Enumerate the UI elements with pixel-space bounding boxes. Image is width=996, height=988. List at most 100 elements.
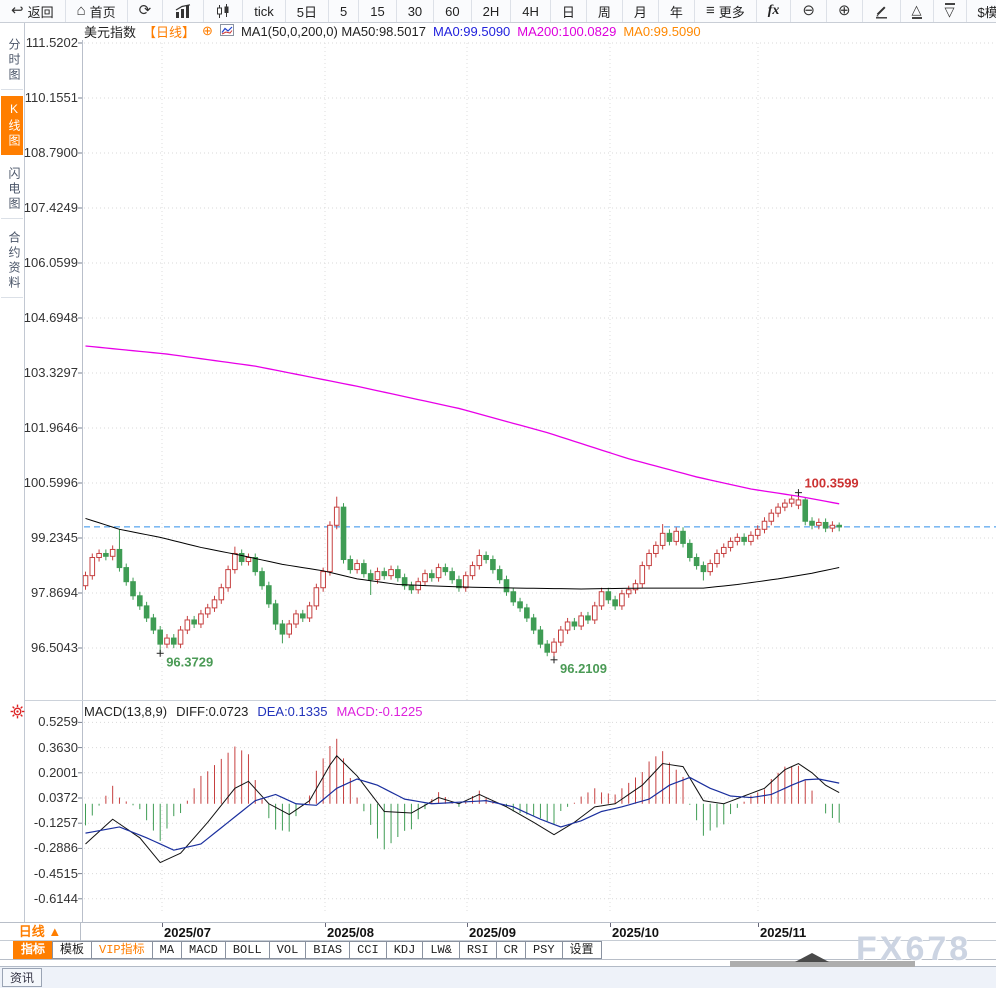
macd-histogram-layer [85,738,840,850]
y-axis-label-macd: 0.2001 [38,764,78,780]
x-axis-label: 2025/08 [327,925,374,940]
x-axis-label: 2025/10 [612,925,659,940]
period-5-button[interactable]: 5 [329,0,360,22]
button-label: 周 [597,4,611,20]
diff-value: DIFF:0.0723 [176,704,249,719]
macd-title: MACD(13,8,9) [84,704,168,719]
y-axis-label-macd: 0.5259 [38,714,78,730]
candlestick-button[interactable] [204,0,244,22]
ma50-line [85,517,840,590]
more-button[interactable]: ≡ 更多 [695,0,757,22]
back-button[interactable]: ↩ 返回 [0,0,66,22]
period-60-button[interactable]: 60 [434,0,472,22]
ma200-line [85,345,840,505]
lwr-tab[interactable]: LW& [422,941,460,959]
button-label: tick [254,3,274,19]
dea-value: DEA:0.1335 [257,704,328,719]
dea-line [85,776,840,851]
ma-tab[interactable]: MA [151,941,183,959]
draw-button[interactable] [863,0,901,22]
x-axis-label: 2025/11 [760,925,807,940]
zoom-out-button[interactable]: ⊖ [791,0,827,22]
panel-collapse-handle[interactable] [795,953,829,962]
period-week-button[interactable]: 周 [587,0,623,22]
y-axis-label-main: 104.6948 [23,310,78,325]
bar-chart-button[interactable] [163,0,205,22]
macd-value: MACD:-0.1225 [336,704,423,719]
triangle-up-small-icon: ▲ [48,924,62,939]
tab-kline-chart[interactable]: K线图 [1,96,23,155]
vol-tab[interactable]: VOL [268,941,307,959]
grid-layer [78,42,994,914]
button-label: 5 [339,3,348,19]
bias-tab[interactable]: BIAS [305,941,351,959]
triangle-down-icon: ▽ [944,3,955,19]
pencil-icon [874,4,889,19]
period-selector[interactable]: 日线 ▲ [0,923,81,941]
chart-type-sidebar: 分时图 K线图闪电图合约资料 [0,22,25,922]
period-year-button[interactable]: 年 [659,0,695,22]
home-icon: ⌂ [76,2,86,19]
period-day-button[interactable]: 日 [551,0,587,22]
tab-flash-chart[interactable]: 闪电图 [1,161,23,219]
zoom-in-button[interactable]: ⊕ [827,0,863,22]
h-scrollbar[interactable] [730,961,915,967]
cci-tab[interactable]: CCI [349,941,387,959]
rsi-tab[interactable]: RSI [458,941,497,959]
x-axis-tick [162,923,163,927]
refresh-button[interactable]: ⟳ [128,0,164,22]
y-axis-label-main: 111.5202 [25,35,78,50]
period-4h-button[interactable]: 4H [511,0,551,22]
diff-line [85,755,840,864]
button-label: 2H [482,3,500,19]
symbol-name: 美元指数 [84,24,137,40]
settings-tab[interactable]: 设置 [561,941,602,959]
period-15-button[interactable]: 15 [359,0,397,22]
y-axis-label-main: 101.9646 [23,420,78,435]
button-label: 年 [669,4,683,20]
psy-tab[interactable]: PSY [524,941,563,959]
period-2h-button[interactable]: 2H [472,0,512,22]
pattern-up-button[interactable]: △ [901,0,934,22]
y-axis-label-main: 108.7900 [23,145,78,160]
period-tick-button[interactable]: tick [243,0,286,22]
period-label: 【日线】 [143,24,196,40]
button-label: 60 [445,3,460,19]
x-axis-tick [758,923,759,927]
period-30-button[interactable]: 30 [397,0,435,22]
x-axis-tick [467,923,468,927]
x-axis-tick [610,923,611,927]
cr-tab[interactable]: CR [495,941,526,959]
y-axis-label-main: 110.1551 [24,90,78,105]
button-label: $模拟 [977,4,996,20]
triangle-up-icon: △ [911,2,922,19]
indicator-bar: 指标 模板 VIP指标 MA MACD BOLL VOL BIAS CCI KDJ LW& RSI CR… [0,941,996,960]
kdj-tab[interactable]: KDJ [385,941,424,959]
macd-settings-icon[interactable] [9,703,26,725]
button-label: 30 [407,3,423,19]
add-indicator-icon[interactable]: ⊕ [202,23,213,38]
period-month-button[interactable]: 月 [623,0,659,22]
chart-canvas[interactable]: 96.3729 96.2109 100.3599 [0,40,996,922]
tab-time-chart[interactable]: 分时图 [1,32,23,90]
button-label: 更多 [718,4,745,20]
period-5d-button[interactable]: 5日 [286,0,329,22]
tab-contract-info[interactable]: 合约资料 [1,225,23,298]
ma200-value: MA200:100.0829 [517,23,617,39]
x-axis-tick [325,923,326,927]
vip-indicator-tab[interactable]: VIP指标 [91,941,153,959]
news-tab[interactable]: 资讯 [2,968,42,987]
pattern-down-button[interactable]: ▽ [934,0,967,22]
sim-trade-button[interactable]: $模拟 [967,0,996,22]
home-button[interactable]: ⌂ 首页 [66,0,128,22]
ma0-value-2: MA0:99.5090 [623,23,701,39]
formula-button[interactable]: fx [757,0,792,22]
indicator-tab[interactable]: 指标 [13,941,54,959]
mini-chart-icon[interactable] [219,23,234,39]
boll-tab[interactable]: BOLL [224,941,270,959]
y-axis-label-main: 97.8694 [31,585,78,600]
template-tab[interactable]: 模板 [52,941,93,959]
macd-tab[interactable]: MACD [181,941,226,959]
x-axis-row: 日线 ▲ 2025/07 2025/08 2025/09 2025/10 2025/11 [0,922,996,941]
